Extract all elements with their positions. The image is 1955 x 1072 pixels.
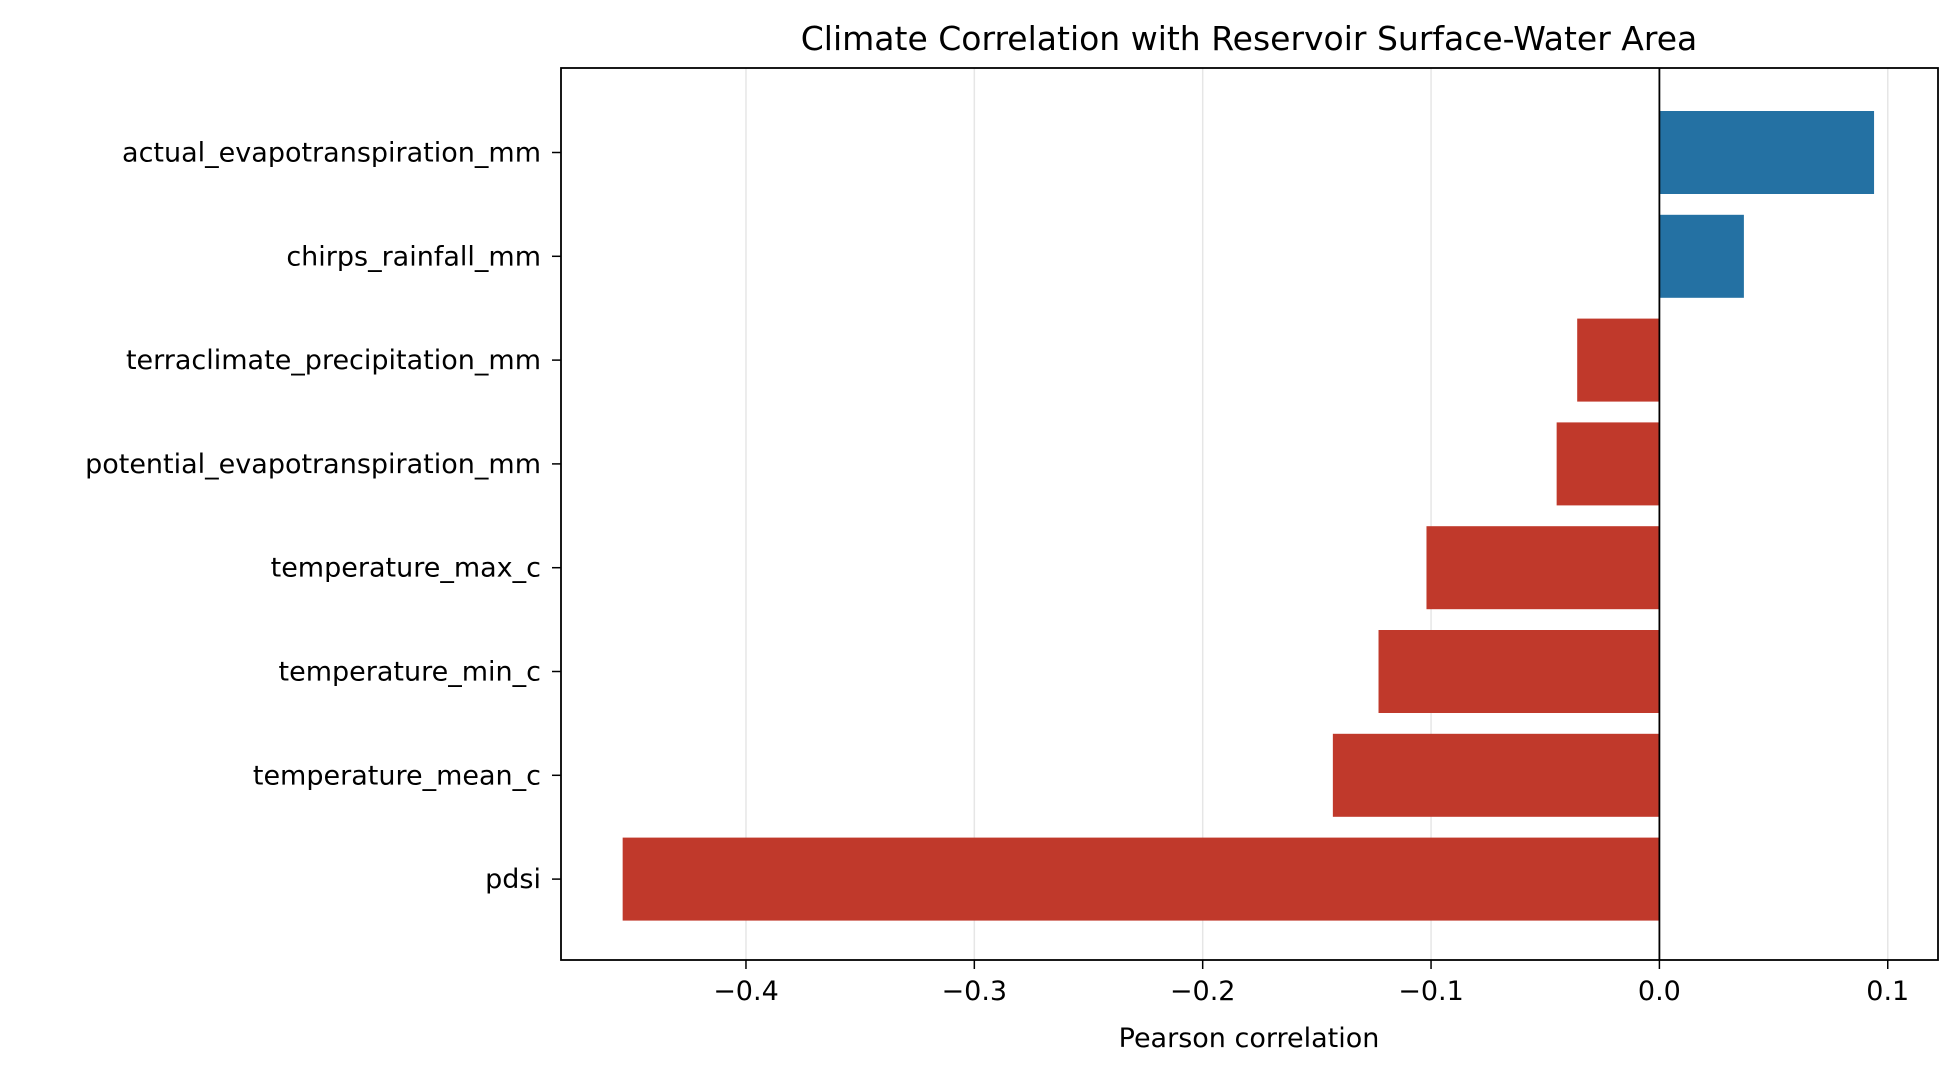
bars — [622, 111, 1875, 921]
x-tick-label: −0.4 — [713, 976, 779, 1007]
bar-potential_evapotranspiration_mm — [1556, 422, 1660, 506]
x-tick-label: −0.3 — [942, 976, 1008, 1007]
y-tick-label: pdsi — [485, 864, 541, 895]
bar-temperature_max_c — [1426, 526, 1660, 610]
y-tick-label: temperature_max_c — [271, 553, 541, 584]
bar-terraclimate_precipitation_mm — [1577, 318, 1660, 402]
x-tick-label: −0.1 — [1398, 976, 1464, 1007]
y-axis-ticks: actual_evapotranspiration_mm chirps_rainf… — [85, 138, 561, 895]
y-tick-label: terraclimate_precipitation_mm — [126, 345, 541, 376]
y-tick-label: chirps_rainfall_mm — [286, 241, 541, 272]
bar-temperature_min_c — [1378, 630, 1660, 713]
bar-pdsi — [622, 837, 1660, 921]
bar-actual_evapotranspiration_mm — [1659, 111, 1875, 194]
x-axis-label: Pearson correlation — [1119, 1023, 1380, 1054]
y-tick-label: temperature_mean_c — [253, 760, 541, 791]
y-tick-label: potential_evapotranspiration_mm — [85, 449, 541, 480]
bar-temperature_mean_c — [1332, 733, 1660, 817]
x-tick-label: −0.2 — [1170, 976, 1236, 1007]
plot-frame — [560, 67, 1939, 961]
chart-title: Climate Correlation with Reservoir Surfa… — [801, 19, 1697, 58]
x-tick-label: 0.1 — [1866, 976, 1909, 1007]
x-axis-ticks: −0.4 −0.3 −0.2 −0.1 0.0 0.1 — [713, 960, 1909, 1007]
y-tick-label: temperature_min_c — [279, 657, 541, 688]
grid-lines — [745, 68, 1889, 960]
x-tick-label: 0.0 — [1638, 976, 1681, 1007]
y-tick-label: actual_evapotranspiration_mm — [122, 138, 541, 169]
bar-chirps_rainfall_mm — [1659, 214, 1744, 298]
